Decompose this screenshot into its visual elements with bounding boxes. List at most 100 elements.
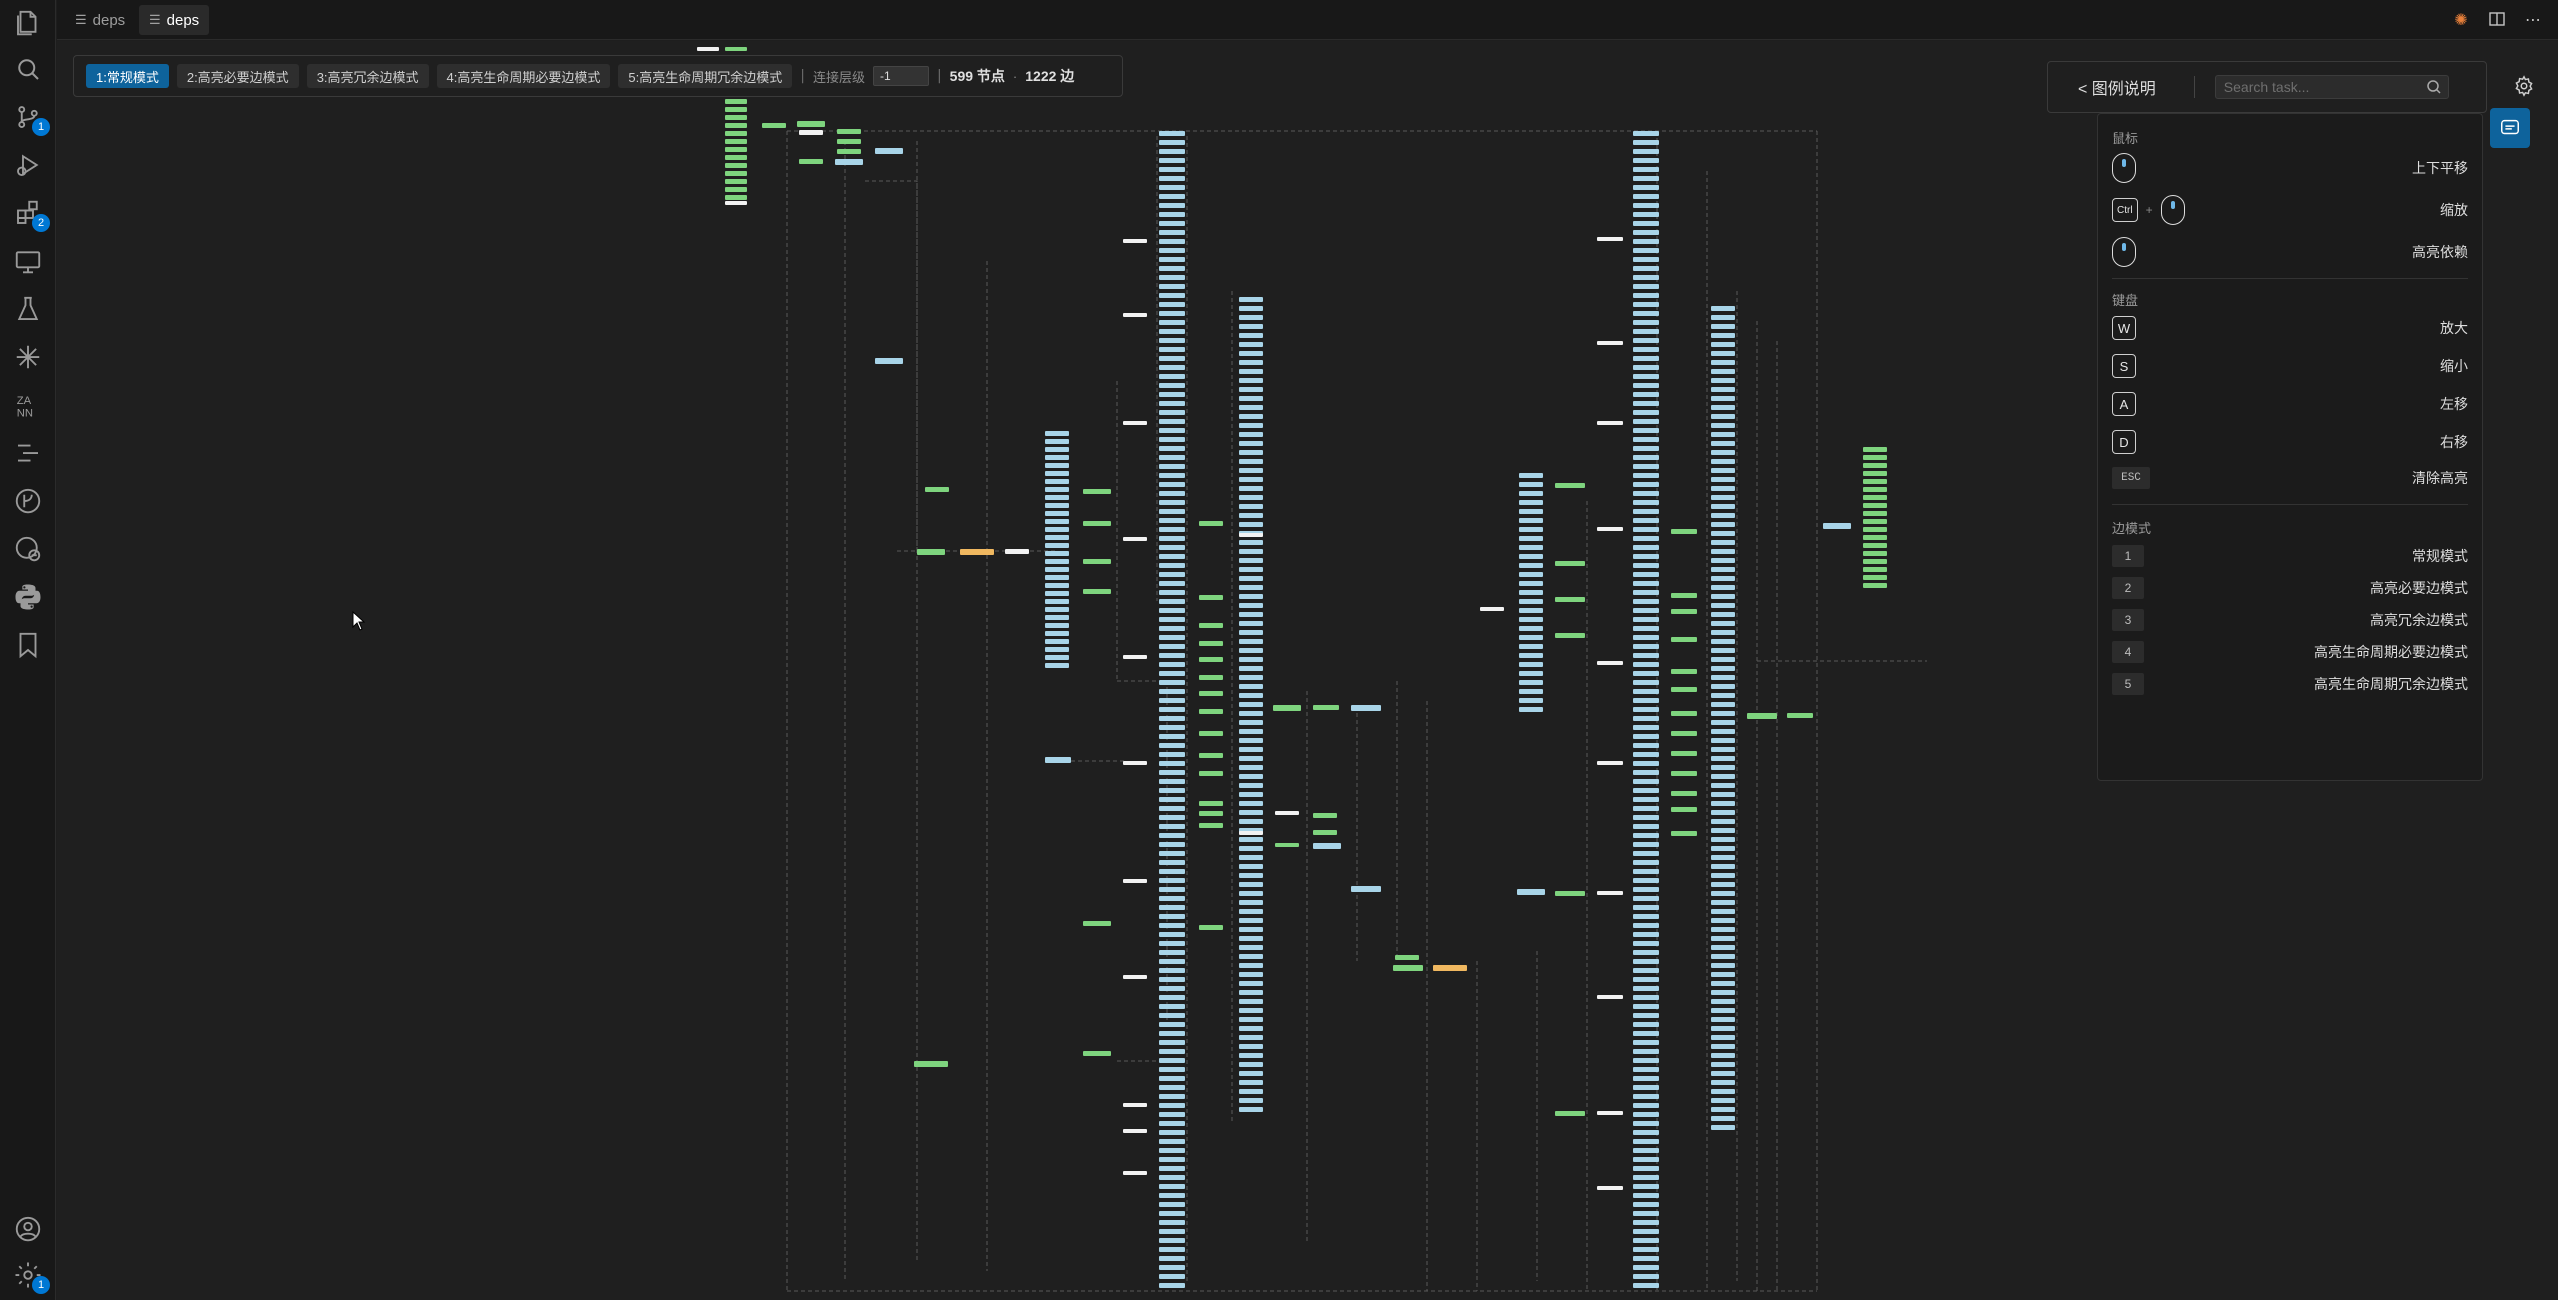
graph-node[interactable]: [1159, 1229, 1185, 1234]
graph-node[interactable]: [1633, 1139, 1659, 1144]
graph-node[interactable]: [1123, 975, 1147, 979]
graph-node[interactable]: [1633, 788, 1659, 793]
graph-node[interactable]: [1633, 806, 1659, 811]
graph-node[interactable]: [1633, 815, 1659, 820]
graph-node[interactable]: [1159, 536, 1185, 541]
graph-node[interactable]: [1633, 734, 1659, 739]
graph-node[interactable]: [1239, 378, 1263, 383]
graph-node[interactable]: [1159, 1121, 1185, 1126]
graph-node[interactable]: [1159, 149, 1185, 154]
graph-node[interactable]: [1747, 713, 1777, 719]
graph-node[interactable]: [1633, 455, 1659, 460]
graph-node[interactable]: [1633, 581, 1659, 586]
graph-node[interactable]: [1633, 410, 1659, 415]
graph-node[interactable]: [1711, 486, 1735, 491]
graph-node[interactable]: [1633, 653, 1659, 658]
graph-node[interactable]: [1633, 329, 1659, 334]
graph-node[interactable]: [1159, 851, 1185, 856]
graph-node[interactable]: [1159, 1139, 1185, 1144]
graph-node[interactable]: [1239, 693, 1263, 698]
graph-node[interactable]: [1239, 558, 1263, 563]
graph-node[interactable]: [1671, 807, 1697, 812]
graph-node[interactable]: [1711, 432, 1735, 437]
graph-node[interactable]: [1159, 725, 1185, 730]
graph-node[interactable]: [1711, 648, 1735, 653]
graph-node[interactable]: [1159, 1211, 1185, 1216]
graph-node[interactable]: [1711, 558, 1735, 563]
graph-node[interactable]: [1239, 891, 1263, 896]
graph-node[interactable]: [1159, 824, 1185, 829]
graph-node[interactable]: [1633, 842, 1659, 847]
graph-node[interactable]: [1239, 756, 1263, 761]
graph-node[interactable]: [1159, 932, 1185, 937]
graph-node[interactable]: [1239, 675, 1263, 680]
graph-node[interactable]: [1633, 239, 1659, 244]
settings-gear-icon[interactable]: [2507, 69, 2541, 103]
graph-node[interactable]: [1555, 891, 1585, 896]
graph-node[interactable]: [1711, 540, 1735, 545]
graph-node[interactable]: [1159, 788, 1185, 793]
graph-node[interactable]: [1239, 459, 1263, 464]
graph-node[interactable]: [1123, 879, 1147, 883]
graph-node[interactable]: [1633, 689, 1659, 694]
graph-node[interactable]: [1711, 882, 1735, 887]
graph-node[interactable]: [1313, 705, 1339, 710]
graph-node[interactable]: [1711, 747, 1735, 752]
graph-node[interactable]: [1239, 720, 1263, 725]
graph-node[interactable]: [1123, 1103, 1147, 1107]
graph-node[interactable]: [725, 179, 747, 184]
more-actions-icon[interactable]: ⋯: [2525, 9, 2541, 29]
graph-node[interactable]: [1633, 590, 1659, 595]
mode-button-3[interactable]: 3:高亮冗余边模式: [306, 64, 429, 88]
graph-node[interactable]: [1633, 338, 1659, 343]
graph-node[interactable]: [835, 159, 863, 165]
graph-node[interactable]: [1633, 401, 1659, 406]
graph-node[interactable]: [1239, 567, 1263, 572]
graph-node[interactable]: [1239, 396, 1263, 401]
graph-node[interactable]: [1159, 1265, 1185, 1270]
graph-node[interactable]: [1159, 419, 1185, 424]
graph-node[interactable]: [1633, 644, 1659, 649]
graph-node[interactable]: [1711, 819, 1735, 824]
graph-node[interactable]: [1633, 1067, 1659, 1072]
graph-node[interactable]: [1633, 158, 1659, 163]
graph-node[interactable]: [1711, 1107, 1735, 1112]
graph-node[interactable]: [1159, 770, 1185, 775]
graph-node[interactable]: [1863, 575, 1887, 580]
graph-node[interactable]: [1159, 923, 1185, 928]
docker-icon[interactable]: [0, 526, 56, 572]
graph-node[interactable]: [1199, 823, 1223, 828]
graph-node[interactable]: [725, 171, 747, 176]
graph-node[interactable]: [1633, 311, 1659, 316]
graph-node[interactable]: [1083, 921, 1111, 926]
graph-node[interactable]: [1633, 1247, 1659, 1252]
graph-node[interactable]: [1239, 711, 1263, 716]
graph-node[interactable]: [1711, 1116, 1735, 1121]
graph-node[interactable]: [1711, 351, 1735, 356]
graph-node[interactable]: [1711, 603, 1735, 608]
graph-node[interactable]: [1671, 669, 1697, 674]
graph-node[interactable]: [1633, 1040, 1659, 1045]
graph-node[interactable]: [1597, 1111, 1623, 1115]
graph-node[interactable]: [1633, 509, 1659, 514]
graph-node[interactable]: [1159, 1040, 1185, 1045]
graph-node[interactable]: [1159, 1004, 1185, 1009]
graph-node[interactable]: [1711, 1089, 1735, 1094]
graph-node[interactable]: [1159, 1193, 1185, 1198]
graph-node[interactable]: [1239, 1044, 1263, 1049]
graph-node[interactable]: [1711, 342, 1735, 347]
graph-node[interactable]: [1711, 1035, 1735, 1040]
graph-node[interactable]: [1123, 761, 1147, 765]
graph-node[interactable]: [1159, 1013, 1185, 1018]
graph-node[interactable]: [1633, 365, 1659, 370]
graph-node[interactable]: [1555, 1111, 1585, 1116]
graph-node[interactable]: [1159, 860, 1185, 865]
graph-node[interactable]: [1159, 968, 1185, 973]
graph-node[interactable]: [1159, 428, 1185, 433]
graph-node[interactable]: [1633, 671, 1659, 676]
graph-node[interactable]: [1671, 609, 1697, 614]
graph-node[interactable]: [1711, 738, 1735, 743]
graph-node[interactable]: [1239, 533, 1263, 537]
graph-node[interactable]: [1863, 559, 1887, 564]
graph-node[interactable]: [1863, 447, 1887, 452]
